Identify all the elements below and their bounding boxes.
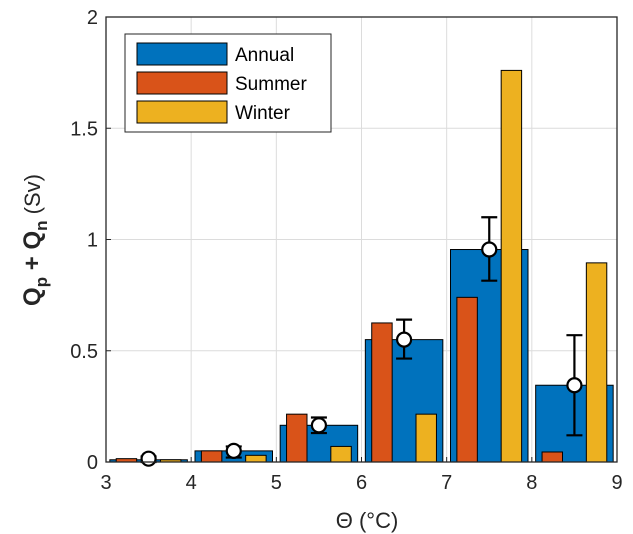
y-axis-title: Qp + Qn (Sv) <box>19 174 51 306</box>
bar-summer <box>286 413 308 463</box>
x-tick-label: 6 <box>356 472 367 494</box>
x-axis-title: Θ (°C) <box>336 508 399 533</box>
y-axis-title-plus: + <box>19 250 46 277</box>
mean-marker <box>310 417 328 434</box>
bar-summer <box>200 450 223 463</box>
x-tick-label: 3 <box>100 472 111 494</box>
mean-marker <box>395 331 413 348</box>
bar-winter <box>585 262 608 463</box>
legend-label-winter: Winter <box>235 103 291 124</box>
x-tick-label: 4 <box>186 472 197 494</box>
mean-marker <box>225 442 242 459</box>
y-tick-label: 0.5 <box>70 341 98 363</box>
mean-marker <box>481 241 498 258</box>
legend-swatch-summer <box>136 71 228 95</box>
x-tick-label: 8 <box>526 472 537 494</box>
y-tick-label: 1.5 <box>70 118 98 140</box>
legend-swatch-annual <box>136 42 228 66</box>
x-tick-label: 9 <box>611 472 622 494</box>
bar-winter <box>500 69 523 463</box>
y-axis-title-sub-n: n <box>32 220 51 230</box>
bar-summer <box>371 322 393 463</box>
legend-label-summer: Summer <box>235 74 307 95</box>
mean-markers <box>140 241 583 467</box>
bar-summer <box>456 296 478 463</box>
bar-winter <box>245 454 267 463</box>
y-tick-label: 1 <box>87 230 98 252</box>
x-tick-label: 5 <box>271 472 282 494</box>
mean-marker <box>140 450 157 467</box>
mean-marker <box>566 377 583 394</box>
bar-summer <box>541 451 563 463</box>
y-tick-label: 0 <box>87 452 98 474</box>
legend-swatch-winter <box>136 100 228 124</box>
legend-item-summer: Summer <box>136 71 307 95</box>
y-axis-title-q-n: Q <box>19 231 46 250</box>
y-axis-title-unit: (Sv) <box>20 174 45 220</box>
x-tick-label: 7 <box>441 472 452 494</box>
legend: Annual Summer Winter <box>124 33 332 133</box>
y-tick-label: 2 <box>87 7 98 29</box>
legend-item-winter: Winter <box>136 100 291 124</box>
legend-item-annual: Annual <box>136 42 294 66</box>
bar-winter <box>415 413 437 463</box>
x-axis-ticks: 3 4 5 6 7 8 9 <box>100 457 623 494</box>
y-axis-title-sub-p: p <box>32 277 51 287</box>
bar-winter <box>330 445 352 463</box>
legend-label-annual: Annual <box>235 45 294 66</box>
y-axis-ticks: 0 0.5 1 1.5 2 <box>70 7 111 474</box>
y-axis-title-q-p: Q <box>19 287 46 306</box>
